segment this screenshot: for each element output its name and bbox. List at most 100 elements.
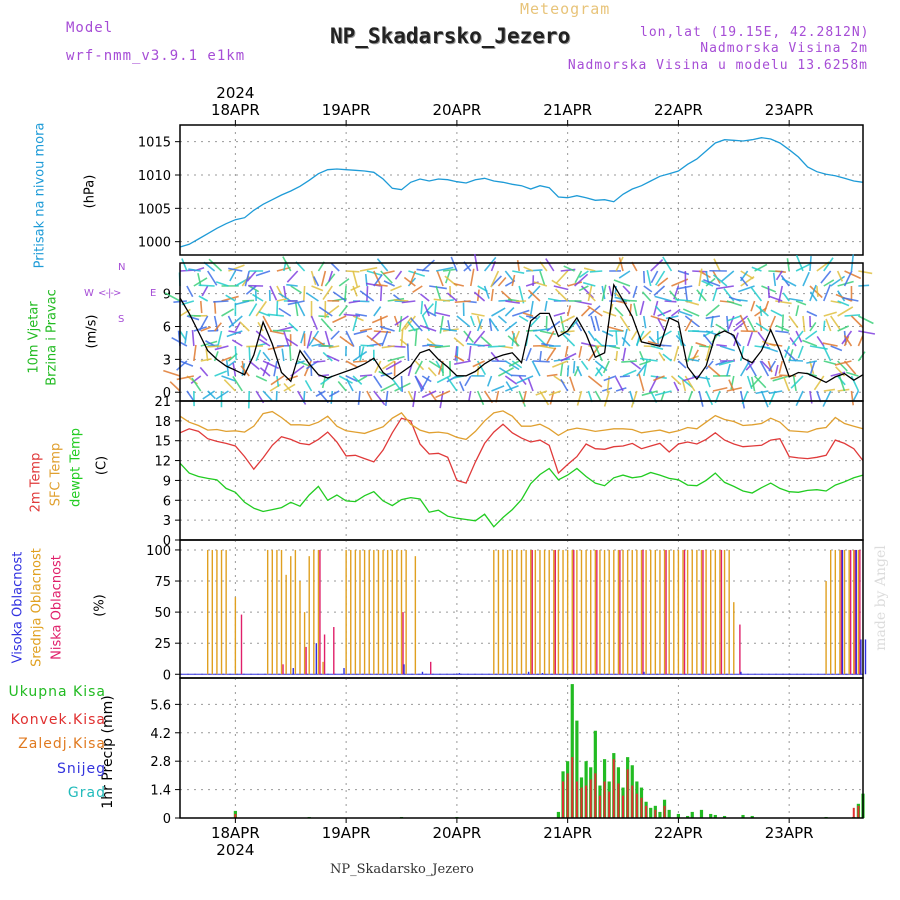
wind-barb — [400, 375, 404, 392]
wind-barb — [193, 344, 197, 362]
wind-barb — [324, 305, 340, 317]
wind-barb — [328, 270, 334, 282]
wind-barb — [619, 375, 631, 378]
y-tick-label: 6 — [163, 321, 171, 336]
wind-barb — [435, 285, 442, 301]
wind-barb — [844, 270, 862, 280]
wind-barb — [306, 330, 313, 349]
precip-bar — [631, 785, 634, 818]
wind-barb — [468, 345, 472, 362]
wind-barb — [629, 360, 642, 370]
wind-barb — [208, 258, 223, 272]
y-tick-label: 25 — [154, 637, 171, 652]
wind-barb — [527, 289, 541, 302]
wind-barb — [580, 360, 589, 371]
wind-barb — [366, 334, 382, 347]
wind-barb — [723, 288, 735, 302]
precip-bar — [699, 809, 704, 818]
precip-bar — [622, 795, 625, 818]
y-tick-label: 4.2 — [150, 727, 171, 742]
wind-barb — [809, 321, 817, 332]
bottom-x-tick-label: 18APR — [211, 824, 260, 842]
wind-barb — [401, 300, 416, 304]
wind-barb — [169, 381, 181, 392]
wind-barb — [650, 270, 659, 284]
top-x-tick-label: 21APR — [543, 101, 592, 119]
y-tick-label: 3 — [163, 353, 171, 368]
wind-barb — [716, 285, 734, 290]
wind-barb — [809, 284, 817, 302]
wind-barb — [816, 285, 819, 298]
wind-barb — [726, 315, 730, 332]
wind-barb — [578, 345, 583, 358]
wind-barb — [678, 270, 690, 276]
wind-barb — [198, 315, 209, 332]
wind-barb — [163, 369, 181, 377]
wind-barb — [701, 280, 714, 287]
precip-bar — [686, 815, 690, 818]
wind-barb — [337, 380, 347, 392]
wind-barb — [662, 353, 672, 362]
wind-barb — [320, 270, 327, 287]
wind-barb — [575, 321, 583, 332]
wind-barb — [775, 300, 792, 305]
wind-barb — [332, 291, 347, 302]
precip-bar — [663, 805, 666, 818]
wind-barb — [442, 268, 456, 272]
wind-barb — [488, 317, 500, 332]
precip-bar — [575, 720, 579, 818]
wind-barb — [420, 300, 424, 315]
wind-barb — [622, 299, 637, 302]
wind-barb — [705, 390, 714, 406]
wind-barb — [574, 273, 589, 287]
precip-bar — [626, 769, 629, 818]
wind-barb — [283, 285, 287, 299]
wind-barb — [673, 345, 680, 362]
wind-barb — [678, 310, 693, 317]
elevation-label: Nadmorska Visina 2m — [700, 41, 868, 56]
wind-barb — [830, 371, 846, 377]
wind-barb — [837, 325, 850, 332]
wind-barb — [228, 267, 243, 272]
wind-barb — [288, 322, 299, 332]
wind-barb — [198, 284, 215, 287]
wind-barb — [603, 375, 617, 382]
wind-barb — [421, 303, 434, 317]
wind-barb — [802, 339, 818, 347]
wind-barb — [751, 266, 762, 272]
wind-barb — [303, 350, 313, 362]
wind-barb — [778, 360, 784, 374]
wind-barb — [504, 321, 518, 332]
wind-barb — [505, 385, 519, 392]
wind-barb — [822, 342, 838, 347]
wind-barb — [326, 354, 340, 362]
wind-barb — [566, 305, 572, 317]
wind-barb — [559, 315, 566, 333]
wind-barb — [608, 285, 613, 297]
wind-barb — [466, 342, 485, 347]
wind-barb — [750, 287, 763, 302]
wind-barb — [472, 360, 485, 368]
wind-barb — [834, 360, 852, 366]
wind-barb — [311, 285, 324, 292]
wind-barb — [225, 294, 236, 302]
wind-barb — [823, 388, 836, 392]
wind-barb — [421, 375, 432, 383]
wind-barb — [653, 300, 659, 316]
wind-barb — [403, 276, 416, 287]
wind-barb — [453, 337, 465, 347]
compass-arrows-icon: <-|-> — [98, 288, 121, 299]
wind-barb — [240, 365, 250, 377]
wind-barb — [572, 360, 576, 374]
y-tick-label: 75 — [154, 575, 171, 590]
wind-barb — [407, 390, 415, 403]
wind-barb — [646, 269, 652, 287]
wind-barb — [186, 315, 200, 321]
wind-barb — [234, 300, 250, 306]
wind-barb — [423, 304, 430, 317]
wind-barb — [560, 315, 575, 324]
wind-barb — [215, 281, 229, 287]
y-tick-label: 18 — [154, 415, 171, 430]
wind-barb — [650, 375, 667, 380]
wind-barb — [421, 259, 435, 272]
